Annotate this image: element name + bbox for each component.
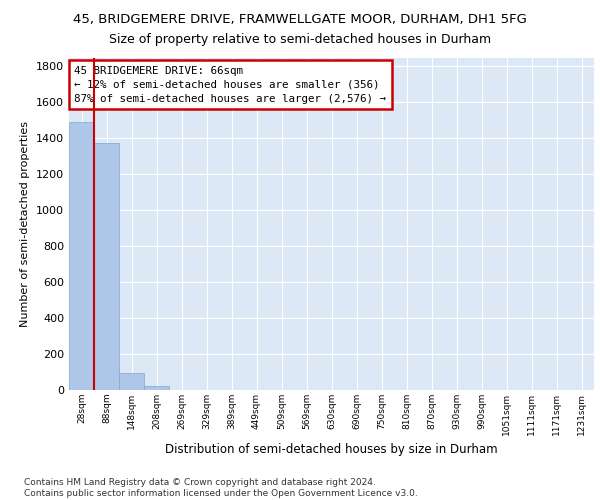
Bar [144, 386, 169, 390]
Bar [119, 373, 144, 390]
Y-axis label: Number of semi-detached properties: Number of semi-detached properties [20, 120, 31, 327]
Text: 45 BRIDGEMERE DRIVE: 66sqm
← 12% of semi-detached houses are smaller (356)
87% o: 45 BRIDGEMERE DRIVE: 66sqm ← 12% of semi… [74, 66, 386, 104]
Text: 45, BRIDGEMERE DRIVE, FRAMWELLGATE MOOR, DURHAM, DH1 5FG: 45, BRIDGEMERE DRIVE, FRAMWELLGATE MOOR,… [73, 12, 527, 26]
Bar [94, 143, 119, 390]
X-axis label: Distribution of semi-detached houses by size in Durham: Distribution of semi-detached houses by … [165, 443, 498, 456]
Text: Contains HM Land Registry data © Crown copyright and database right 2024.
Contai: Contains HM Land Registry data © Crown c… [24, 478, 418, 498]
Text: Size of property relative to semi-detached houses in Durham: Size of property relative to semi-detach… [109, 32, 491, 46]
Bar [69, 122, 94, 390]
